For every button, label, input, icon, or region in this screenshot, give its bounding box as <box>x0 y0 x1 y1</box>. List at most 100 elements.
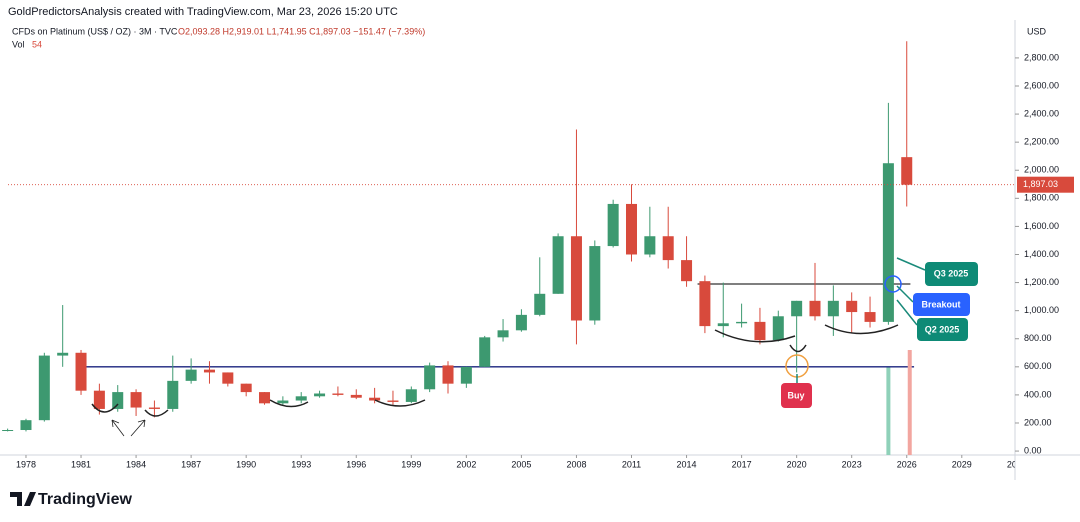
candle-body <box>369 397 381 401</box>
candle-body <box>424 365 436 390</box>
candle-body <box>736 321 748 324</box>
logo-icon <box>10 492 36 506</box>
x-tick-label: 2017 <box>732 459 752 469</box>
y-tick-label: 1,200.00 <box>1024 277 1059 287</box>
x-tick-label: 2020 <box>787 459 807 469</box>
y-tick-label: 1,600.00 <box>1024 221 1059 231</box>
candle-body <box>2 430 14 432</box>
x-tick-label: 1996 <box>346 459 366 469</box>
arc <box>144 409 169 417</box>
candle-body <box>791 300 803 317</box>
arc <box>374 399 426 407</box>
x-tick-label: 2008 <box>566 459 586 469</box>
candle-body <box>57 352 69 356</box>
x-tick-label: 1999 <box>401 459 421 469</box>
x-tick-label: 2026 <box>897 459 917 469</box>
candle-body <box>882 163 894 322</box>
label-box <box>925 262 978 286</box>
y-tick-label: 2,200.00 <box>1024 137 1059 147</box>
x-tick-label: 2011 <box>622 459 641 469</box>
x-tick-label: 1984 <box>126 459 146 469</box>
x-tick-label: 2023 <box>842 459 862 469</box>
arrow <box>111 419 125 437</box>
symbol: CFDs on Platinum (US$ / OZ) · 3M · TVC <box>12 26 178 36</box>
candle-body <box>552 236 564 294</box>
currency: USD <box>1027 26 1047 36</box>
y-tick-label: 2,600.00 <box>1024 80 1059 90</box>
arc <box>91 403 119 413</box>
candle-body <box>185 369 197 381</box>
logo: TradingView <box>10 491 133 508</box>
candle-body <box>607 203 619 247</box>
arc <box>824 324 899 335</box>
candle-body <box>681 260 693 282</box>
candle-body <box>570 236 582 321</box>
candle-body <box>809 300 821 317</box>
candle-body <box>222 372 234 384</box>
vol-label: Vol <box>12 39 25 49</box>
arc <box>269 399 309 408</box>
x-tick-label: 1987 <box>181 459 201 469</box>
plot <box>2 41 915 455</box>
candle-body <box>405 389 417 402</box>
y-tick-label: 1,000.00 <box>1024 305 1059 315</box>
candle-body <box>148 407 160 409</box>
candle-body <box>112 392 124 409</box>
y-tick-label: 800.00 <box>1024 333 1052 343</box>
candle-body <box>350 394 362 398</box>
candle-body <box>625 203 638 255</box>
arc <box>789 344 807 353</box>
x-tick-label: 1993 <box>291 459 311 469</box>
brand: TradingView <box>38 491 133 508</box>
last-price-label: 1,897.03 <box>1023 179 1058 189</box>
candle-body <box>772 316 784 341</box>
candle-body <box>93 390 105 409</box>
candle-body <box>479 337 491 367</box>
vol-value: 54 <box>32 39 42 49</box>
candle-body <box>167 380 179 409</box>
candle-body <box>442 365 454 384</box>
x-tick-label: 2002 <box>456 459 476 469</box>
x-tick-label: 2032 <box>1007 459 1027 469</box>
annotation: Q3 2025 <box>934 268 969 278</box>
candle-body <box>314 393 326 397</box>
connector <box>796 257 926 383</box>
candle-body <box>827 300 839 317</box>
annotation: Breakout <box>921 299 960 309</box>
volume-bar <box>886 367 891 455</box>
y-tick-label: 200.00 <box>1024 417 1052 427</box>
candle-body <box>589 246 601 321</box>
annotations <box>91 257 926 437</box>
y-tick-label: 0.00 <box>1024 445 1042 455</box>
label-box <box>917 318 968 341</box>
candle-body <box>332 393 344 395</box>
label-box <box>781 383 812 408</box>
label-box <box>913 293 970 316</box>
x-axis: 1978 1981 1984 1987 1990 1993 1996 1999 2002 2005… <box>16 455 1027 469</box>
y-tick-label: 2,800.00 <box>1024 52 1059 62</box>
y-tick-label: 600.00 <box>1024 361 1052 371</box>
x-tick-label: 1981 <box>71 459 91 469</box>
x-tick-label: 2005 <box>511 459 531 469</box>
y-tick-label: 2,400.00 <box>1024 108 1059 118</box>
credit: GoldPredictorsAnalysis created with Trad… <box>8 6 398 18</box>
x-tick-label: 1990 <box>236 459 256 469</box>
candle-body <box>662 236 674 261</box>
candle-body <box>240 383 252 393</box>
breakout-circle <box>884 275 902 293</box>
arrow <box>130 419 146 437</box>
candle-body <box>864 312 876 322</box>
candle-body <box>497 330 509 338</box>
volume-bar <box>907 350 912 455</box>
candle-body <box>295 396 307 401</box>
annotation: Buy <box>787 390 804 400</box>
candle-body <box>460 366 472 384</box>
candle-body <box>515 314 527 331</box>
ohlc: O2,093.28 H2,919.01 L1,741.95 C1,897.03 … <box>178 26 425 36</box>
x-tick-label: 2014 <box>677 459 697 469</box>
candle-body <box>699 281 711 327</box>
candle-body <box>644 236 656 255</box>
candle-body <box>38 355 50 421</box>
y-tick-label: 1,800.00 <box>1024 193 1059 203</box>
